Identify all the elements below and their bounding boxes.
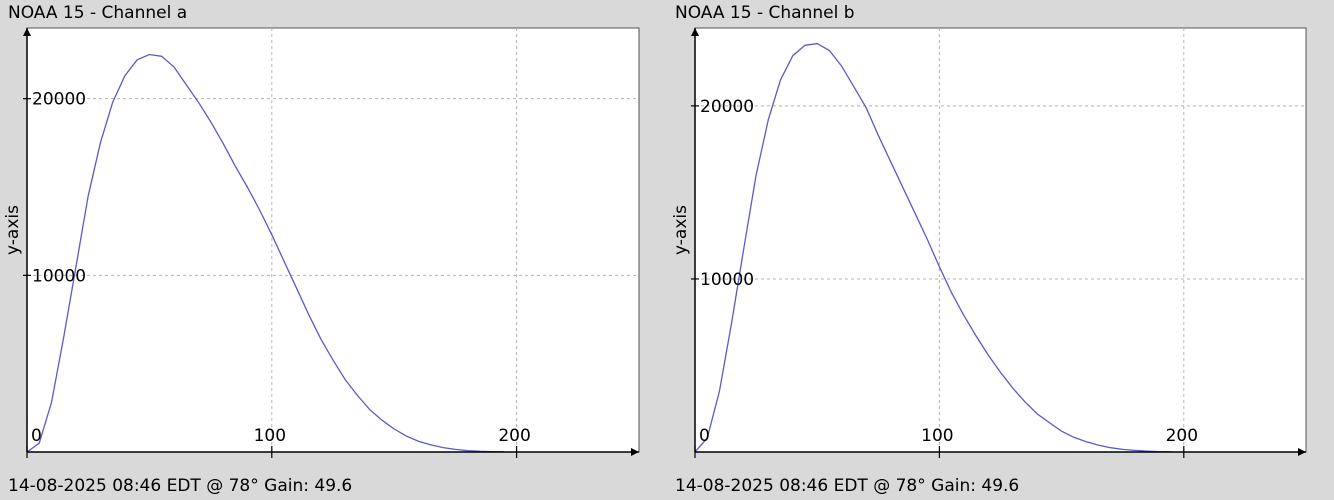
x-tick-label: 0: [31, 426, 42, 446]
x-axis-arrow: [631, 448, 639, 456]
plot-area: [26, 27, 640, 453]
y-tick-label: 20000: [32, 90, 86, 110]
y-tick-label: 10000: [32, 266, 86, 286]
series-line: [694, 42, 1172, 453]
chart-panel-b: NOAA 15 - Channel b 0 100 200 10000 20000 y-a…: [667, 0, 1334, 500]
x-tick-label: 0: [699, 426, 710, 446]
y-tick-label: 20000: [700, 97, 754, 117]
chart-title: NOAA 15 - Channel b: [675, 3, 855, 23]
chart-title: NOAA 15 - Channel a: [8, 3, 188, 23]
y-tick-label: 10000: [700, 270, 754, 290]
chart-panel-a: NOAA 15 - Channel a 0 100 200 10000 20000 y-a…: [3, 3, 640, 496]
chart-footer: 14-08-2025 08:46 EDT @ 78° Gain: 49.6: [675, 476, 1020, 496]
y-axis-arrow: [23, 28, 31, 36]
y-axis-label: y-axis: [3, 205, 23, 255]
plot-area: [694, 27, 1307, 453]
y-axis-label: y-axis: [671, 205, 691, 255]
x-tick-label: 100: [921, 426, 953, 446]
y-axis-arrow: [691, 28, 699, 36]
series-line: [26, 53, 505, 453]
chart-a-svg: 0 100 200 10000 20000 y-axis: [3, 27, 640, 458]
x-axis-arrow: [1298, 448, 1306, 456]
x-tick-label: 200: [1166, 426, 1198, 446]
chart-b-svg: 0 100 200 10000 20000 y-axis: [671, 27, 1307, 458]
chart-footer: 14-08-2025 08:46 EDT @ 78° Gain: 49.6: [8, 476, 353, 496]
x-tick-label: 200: [498, 426, 530, 446]
x-tick-label: 100: [254, 426, 286, 446]
